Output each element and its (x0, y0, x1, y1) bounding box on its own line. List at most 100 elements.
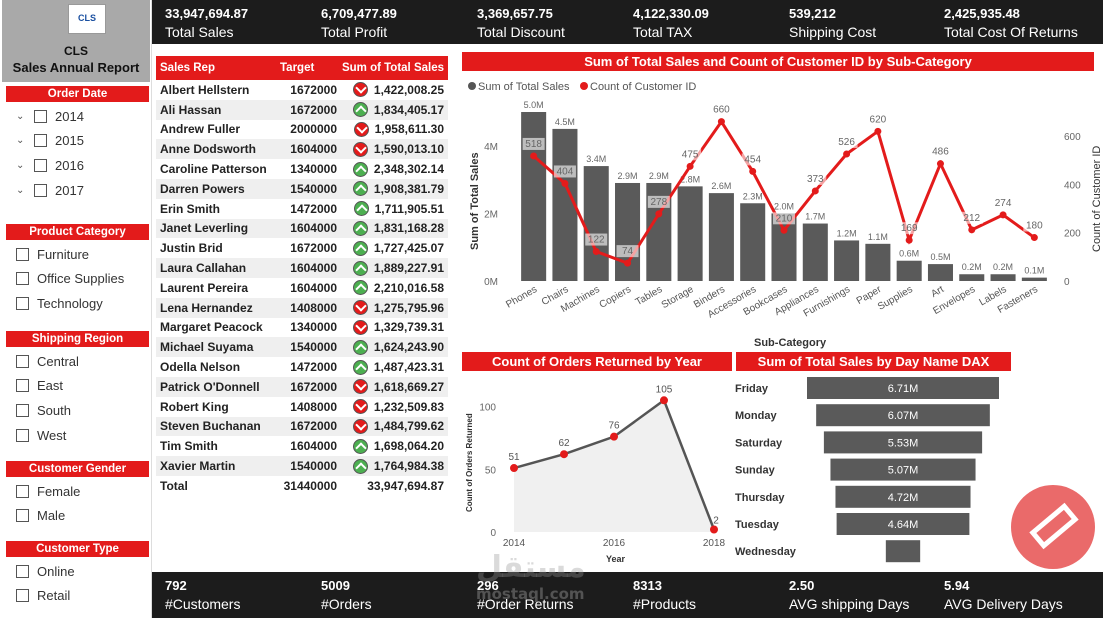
col-header-sales[interactable]: Sum of Total Sales (341, 62, 444, 74)
arrow-down-icon (352, 300, 368, 316)
table-row[interactable]: Darren Powers 1540000 1,908,381.79 (156, 178, 448, 199)
checkbox[interactable] (34, 159, 47, 173)
arrow-down-icon (352, 399, 368, 415)
customers-point (624, 259, 632, 267)
col-header-target[interactable]: Target (280, 62, 315, 74)
day-bar-label: 6.07M (888, 410, 919, 422)
chevron-down-icon[interactable]: ⌄ (16, 110, 25, 122)
day-bar (807, 377, 999, 399)
returns-point (710, 525, 718, 534)
table-row[interactable]: Janet Leverling 1604000 1,831,168.28 (156, 218, 448, 239)
day-bar-label: 4.72M (888, 492, 919, 504)
kpi-value: 5009 (321, 578, 350, 593)
customers-point (999, 211, 1007, 219)
table-row[interactable]: Robert King 1408000 1,232,509.83 (156, 397, 448, 417)
customers-point-label: 454 (744, 154, 761, 165)
checkbox[interactable] (16, 428, 29, 442)
arrow-down-icon (352, 319, 368, 335)
returns-point (560, 450, 568, 459)
table-row[interactable]: Andrew Fuller 2000000 1,958,611.30 (156, 120, 448, 140)
table-row[interactable]: Anne Dodsworth 1604000 1,590,013.10 (156, 139, 448, 160)
y2-tick-label: 0 (1064, 277, 1070, 288)
returns-point-label: 76 (608, 421, 620, 432)
slicer-option[interactable]: Female (16, 481, 80, 501)
rep-name: Laura Callahan (160, 261, 247, 276)
checkbox[interactable] (34, 134, 47, 148)
chevron-down-icon[interactable]: ⌄ (16, 184, 25, 196)
x-tick-label: 2016 (603, 538, 626, 549)
checkbox[interactable] (16, 589, 29, 603)
rep-sales: 1,889,227.91 (373, 261, 444, 276)
x-tick-label: 2018 (703, 538, 726, 549)
checkbox[interactable] (34, 183, 47, 197)
y-tick-label: 0M (484, 277, 498, 288)
table-row[interactable]: Ali Hassan 1672000 1,834,405.17 (156, 99, 448, 120)
slicer-option[interactable]: Central (16, 351, 79, 371)
kpi-value: 8313 (633, 578, 662, 593)
table-row[interactable]: Margaret Peacock 1340000 1,329,739.31 (156, 318, 448, 338)
customers-point-label-bg (522, 137, 545, 150)
checkbox[interactable] (16, 404, 29, 418)
col-header-rep[interactable]: Sales Rep (160, 62, 215, 74)
chevron-down-icon[interactable]: ⌄ (16, 135, 25, 147)
checkbox[interactable] (16, 272, 29, 286)
checkbox[interactable] (16, 509, 29, 523)
slicer-option[interactable]: Furniture (16, 244, 89, 264)
kpi-value: 6,709,477.89 (321, 6, 397, 21)
table-row[interactable]: Patrick O'Donnell 1672000 1,618,669.27 (156, 376, 448, 397)
slicer-option[interactable]: Technology (16, 294, 103, 314)
customers-point (655, 210, 663, 218)
table-row[interactable]: Odella Nelson 1472000 1,487,423.31 (156, 357, 448, 377)
rep-name: Darren Powers (160, 181, 245, 196)
customers-point-label-bg (1023, 219, 1046, 232)
slicer-option[interactable]: Online (16, 561, 75, 581)
table-row[interactable]: Albert Hellstern 1672000 1,422,008.25 (156, 80, 448, 100)
checkbox[interactable] (34, 109, 47, 123)
y-tick-label: 0 (490, 528, 496, 539)
checkbox[interactable] (16, 484, 29, 498)
slicer-option[interactable]: South (16, 401, 71, 421)
table-row[interactable]: Laurent Pereira 1604000 2,210,016.58 (156, 278, 448, 298)
legend-label-customers: Count of Customer ID (590, 81, 696, 93)
table-row[interactable]: Xavier Martin 1540000 1,764,984.38 (156, 456, 448, 476)
customers-point-label-bg (898, 222, 921, 235)
slicer-option[interactable]: ⌄ 2015 (16, 131, 84, 151)
table-row[interactable]: Tim Smith 1604000 1,698,064.20 (156, 436, 448, 456)
slicer-option[interactable]: East (16, 376, 63, 396)
table-row[interactable]: Laura Callahan 1604000 1,889,227.91 (156, 258, 448, 278)
slicer-option[interactable]: West (16, 425, 66, 445)
table-row[interactable]: Justin Brid 1672000 1,727,425.07 (156, 238, 448, 258)
checkbox[interactable] (16, 297, 29, 311)
table-row[interactable]: Michael Suyama 1540000 1,624,243.90 (156, 337, 448, 358)
edit-fab-button[interactable] (1011, 485, 1095, 569)
slicer-option[interactable]: Male (16, 506, 65, 526)
table-row[interactable]: Erin Smith 1472000 1,711,905.51 (156, 199, 448, 219)
slicer-option[interactable]: ⌄ 2016 (16, 156, 84, 176)
table-row[interactable]: Steven Buchanan 1672000 1,484,799.62 (156, 416, 448, 437)
chevron-down-icon[interactable]: ⌄ (16, 160, 25, 172)
slicer-option[interactable]: Retail (16, 586, 70, 606)
customers-point (1030, 234, 1038, 242)
slicer-option[interactable]: ⌄ 2017 (16, 180, 84, 200)
sales-bar (771, 213, 797, 281)
rep-name: Odella Nelson (160, 360, 241, 375)
table-row[interactable]: Lena Hernandez 1408000 1,275,795.96 (156, 297, 448, 318)
sales-bar-label: 1.2M (837, 228, 857, 238)
report-title: Sales Annual Report (12, 60, 140, 75)
table-row[interactable]: Caroline Patterson 1340000 2,348,302.14 (156, 159, 448, 179)
sales-bar (677, 186, 703, 281)
slicer-option[interactable]: Office Supplies (16, 269, 124, 289)
subcategory-chart-title: Sum of Total Sales and Count of Customer… (462, 52, 1094, 71)
customers-point-label-bg (616, 245, 639, 258)
total-label: Total (160, 478, 188, 493)
checkbox[interactable] (16, 379, 29, 393)
sales-bar-label: 0.2M (993, 262, 1013, 272)
rep-sales-cell: 1,487,423.31 (340, 359, 448, 375)
checkbox[interactable] (16, 247, 29, 261)
checkbox[interactable] (16, 564, 29, 578)
checkbox[interactable] (16, 354, 29, 368)
customers-point-label: 74 (622, 246, 634, 257)
day-label: Saturday (735, 437, 783, 449)
slicer-option[interactable]: ⌄ 2014 (16, 106, 84, 126)
slicer-option-label: 2017 (55, 182, 84, 198)
